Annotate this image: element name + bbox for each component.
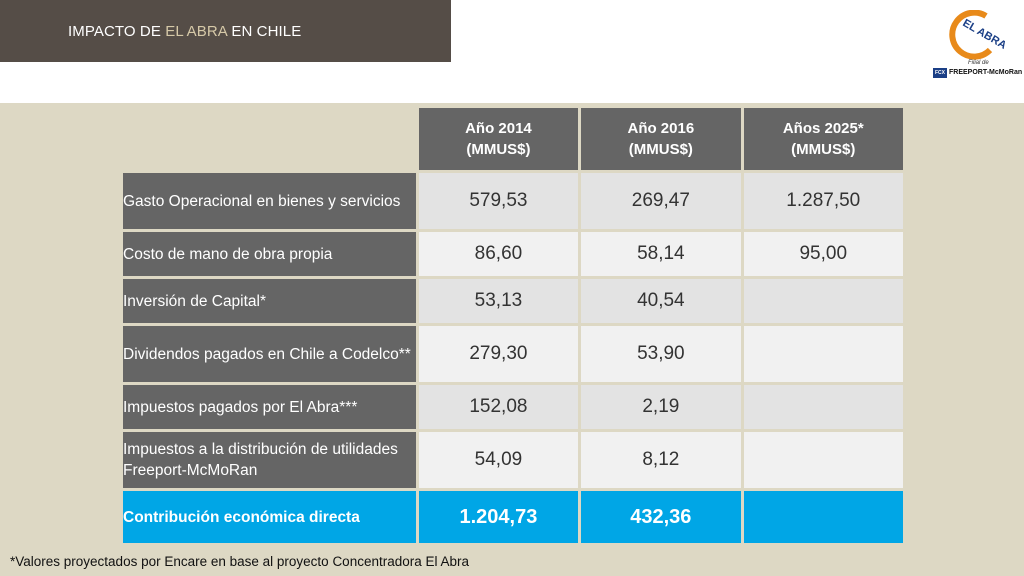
impact-table: Año 2014 (MMUS$) Año 2016 (MMUS$) Años 202… <box>123 108 906 546</box>
column-header-2025: Años 2025* (MMUS$) <box>743 108 903 170</box>
cell-value: 58,14 <box>581 232 741 276</box>
table-header-row: Año 2014 (MMUS$) Año 2016 (MMUS$) Años 202… <box>123 108 903 170</box>
column-header-label: Año 2014 <box>465 120 532 137</box>
row-label: Gasto Operacional en bienes y servicios <box>123 173 416 229</box>
cell-value <box>743 432 903 488</box>
page-title: IMPACTO DE EL ABRA EN CHILE <box>68 23 301 40</box>
column-header-label: Año 2016 <box>627 120 695 137</box>
table-row: Dividendos pagados en Chile a Codelco** … <box>123 326 903 382</box>
column-header-unit: (MMUS$) <box>628 141 693 158</box>
fcx-badge: FCX <box>933 68 947 78</box>
title-accent: EL ABRA <box>165 23 228 40</box>
cell-value: 269,47 <box>581 173 741 229</box>
row-label: Impuestos pagados por El Abra*** <box>123 385 416 429</box>
row-label: Dividendos pagados en Chile a Codelco** <box>123 326 416 382</box>
column-header-unit: (MMUS$) <box>791 141 856 158</box>
cell-value: 95,00 <box>743 232 903 276</box>
column-header-label: Años 2025* <box>782 120 864 137</box>
table-row: Impuestos pagados por El Abra*** 152,08 … <box>123 385 903 429</box>
row-label: Costo de mano de obra propia <box>123 232 416 276</box>
el-abra-logo: EL ABRA <box>928 9 1014 82</box>
column-header-2014: Año 2014 (MMUS$) <box>418 108 579 170</box>
table-row: Inversión de Capital* 53,13 40,54 <box>123 279 903 323</box>
footnote: *Valores proyectados por Encare en base … <box>10 554 470 569</box>
total-value <box>743 491 903 543</box>
title-prefix: IMPACTO DE <box>68 23 166 40</box>
logo-subtitle: Filial de <box>968 60 989 66</box>
logo-wordmark: EL ABRA <box>961 17 1009 52</box>
cell-value: 1.287,50 <box>743 173 903 229</box>
title-bar: IMPACTO DE EL ABRA EN CHILE <box>0 0 451 62</box>
cell-value: 2,19 <box>581 385 741 429</box>
header-empty-cell <box>123 108 416 170</box>
title-suffix: EN CHILE <box>227 23 302 40</box>
total-value: 1.204,73 <box>418 491 579 543</box>
total-value: 432,36 <box>581 491 741 543</box>
row-label: Impuestos a la distribución de utilidade… <box>123 432 416 488</box>
cell-value <box>743 385 903 429</box>
cell-value: 579,53 <box>418 173 579 229</box>
cell-value: 54,09 <box>418 432 579 488</box>
cell-value: 152,08 <box>418 385 579 429</box>
cell-value: 86,60 <box>418 232 579 276</box>
parent-company-name: FREEPORT-McMoRan <box>949 69 1023 76</box>
logo-arc-icon <box>949 9 993 60</box>
table-row: Costo de mano de obra propia 86,60 58,14… <box>123 232 903 276</box>
total-label: Contribución económica directa <box>123 491 416 543</box>
cell-value <box>743 326 903 382</box>
cell-value: 40,54 <box>581 279 741 323</box>
cell-value: 8,12 <box>581 432 741 488</box>
row-label: Inversión de Capital* <box>123 279 416 323</box>
column-header-2016: Año 2016 (MMUS$) <box>581 108 741 170</box>
cell-value <box>743 279 903 323</box>
table-row: Gasto Operacional en bienes y servicios … <box>123 173 903 229</box>
cell-value: 279,30 <box>418 326 579 382</box>
parent-logo: FCX FREEPORT-McMoRan <box>933 68 1022 78</box>
column-header-unit: (MMUS$) <box>466 141 531 158</box>
table-row: Impuestos a la distribución de utilidade… <box>123 432 903 488</box>
total-row: Contribución económica directa 1.204,73 … <box>123 491 903 543</box>
cell-value: 53,13 <box>418 279 579 323</box>
data-table: Año 2014 (MMUS$) Año 2016 (MMUS$) Años 202… <box>120 105 906 546</box>
cell-value: 53,90 <box>581 326 741 382</box>
